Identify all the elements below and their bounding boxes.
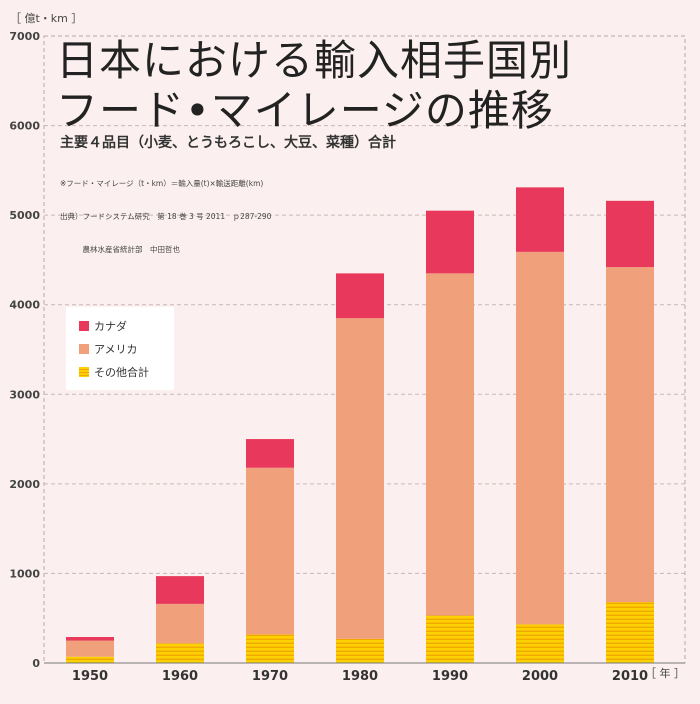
y-tick-label: 3000 (9, 388, 40, 401)
legend-swatch-canada (79, 321, 89, 331)
legend-item-canada: カナダ (79, 318, 127, 334)
x-tick-label: 2010 (612, 669, 648, 684)
bar-layer (66, 187, 654, 663)
x-tick-label: 1960 (162, 669, 198, 684)
legend-item-usa: アメリカ (79, 341, 137, 357)
grid-layer (43, 35, 686, 664)
bar-canada-1980 (336, 273, 384, 319)
legend-swatch-other (79, 367, 89, 377)
y-axis-label: ［ 億t・km ］ (10, 12, 82, 25)
bar-other-1960 (156, 643, 204, 663)
bar-other-1990 (426, 615, 474, 663)
chart-subtitle: 主要４品目（小麦、とうもろこし、大豆、菜種）合計 (60, 135, 396, 151)
legend-label-other: その他合計 (94, 366, 149, 379)
bar-usa-1990 (426, 273, 474, 616)
note-source: 出典）フードシステム研究 第 18 巻 3 号 2011 ｐ287-290 (60, 212, 272, 221)
bar-canada-1960 (156, 576, 204, 604)
legend-label-canada: カナダ (94, 320, 127, 333)
legend-label-usa: アメリカ (94, 343, 138, 356)
bar-usa-1980 (336, 318, 384, 639)
axis-layer: 0 1000 2000 3000 4000 5000 6000 7000 ［ 億t・km ］ ［ … (9, 12, 685, 684)
x-tick-label: 1980 (342, 669, 378, 684)
bar-usa-1970 (246, 467, 294, 635)
legend-swatch-usa (79, 344, 89, 354)
bar-canada-1990 (426, 210, 474, 274)
bar-canada-2010 (606, 200, 654, 268)
bar-usa-1960 (156, 603, 204, 644)
bar-canada-1970 (246, 439, 294, 468)
note-author: 農林水産省統計部 中田哲也 (60, 245, 180, 254)
chart-notes: ※フード・マイレージ（t・km）＝輸入量(t)×輸送距離(km) 出典）フードシ… (60, 156, 271, 277)
y-tick-label: 4000 (9, 299, 40, 312)
bar-canada-2000 (516, 187, 564, 252)
y-tick-label: 2000 (9, 478, 40, 491)
x-tick-label: 1970 (252, 669, 288, 684)
x-tick-label: 1990 (432, 669, 468, 684)
bar-other-2010 (606, 602, 654, 663)
y-tick-label: 7000 (9, 30, 40, 43)
note-formula: ※フード・マイレージ（t・km）＝輸入量(t)×輸送距離(km) (60, 179, 264, 188)
bar-other-2000 (516, 624, 564, 663)
y-tick-label: 0 (32, 657, 40, 670)
bar-canada-1950 (66, 637, 114, 641)
bar-usa-2000 (516, 251, 564, 625)
legend: カナダ アメリカ その他合計 (66, 307, 174, 390)
legend-item-other: その他合計 (79, 364, 149, 380)
y-tick-label: 6000 (9, 120, 40, 133)
bar-other-1950 (66, 656, 114, 663)
bar-usa-1950 (66, 640, 114, 657)
bar-other-1980 (336, 638, 384, 663)
x-axis-label: ［ 年 ］ (645, 666, 685, 680)
bar-usa-2010 (606, 267, 654, 603)
y-tick-label: 1000 (9, 567, 40, 580)
x-tick-label: 2000 (522, 669, 558, 684)
bar-other-1970 (246, 634, 294, 663)
plot-frame (43, 35, 686, 664)
y-tick-label: 5000 (9, 209, 40, 222)
x-tick-label: 1950 (72, 669, 108, 684)
